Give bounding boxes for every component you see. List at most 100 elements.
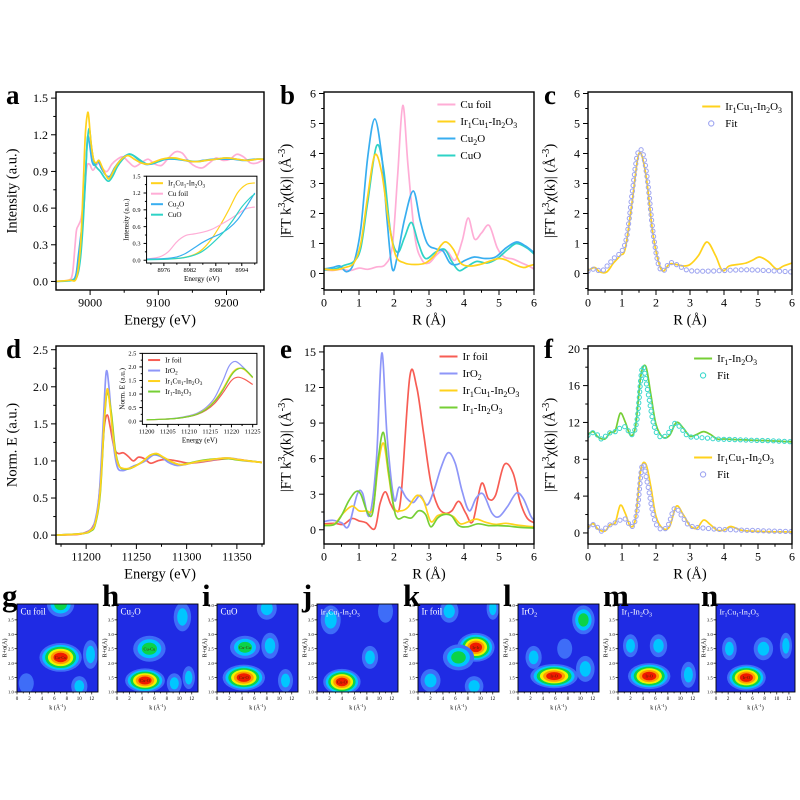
wavelet-blobs [525, 605, 595, 689]
y-tick-label: 1.5 [208, 675, 214, 680]
y-tick-label: 1.5 [108, 675, 114, 680]
x-tick-label: 2 [653, 295, 659, 309]
fit-marker [699, 435, 705, 441]
fit-marker [648, 408, 654, 414]
y-tick-label: 4.0 [707, 603, 713, 608]
series-line [324, 431, 534, 529]
x-tick-label: 12 [389, 697, 395, 702]
x-tick-label: 4 [721, 295, 727, 309]
wavelet-blob [528, 650, 539, 665]
series-group [56, 369, 263, 536]
y-tick-label: 0 [574, 526, 580, 540]
fit-marker [782, 528, 789, 534]
x-tick-label: 6 [554, 697, 557, 702]
fit-marker [637, 389, 643, 395]
series-line [324, 118, 534, 273]
fit-marker [634, 416, 640, 422]
y-tick-label: 9 [310, 416, 316, 430]
y-axis-label: |FT k3χ(k)| (Å-3) [542, 144, 558, 239]
fit-marker [635, 150, 641, 156]
fit-marker [705, 525, 712, 532]
fit-marker [733, 527, 739, 533]
fit-marker [590, 266, 596, 272]
y-tick-label: 2.0 [8, 661, 14, 666]
y-tick-label: 0.0 [133, 257, 141, 264]
panel-k-letter: k [403, 578, 421, 613]
x-tick-label: 4 [141, 697, 144, 702]
panel-k-chart: 0 2 4 6 8 10 12 1.0 1.5 2.0 2.5 3.0 3.5 4.0 k (Å-1) R+α… [403, 603, 500, 712]
fit-marker [648, 501, 654, 507]
legend-label: CuO [168, 211, 182, 219]
x-axis-label: k (Å-1) [550, 703, 566, 711]
y-tick-label: 2.0 [707, 661, 713, 666]
fit-marker [632, 166, 638, 172]
fit-marker [727, 267, 733, 273]
wavelet-blobs [125, 604, 195, 692]
fit-marker [594, 432, 601, 438]
y-tick-label: 0.9 [33, 165, 48, 179]
legend-label: Cu foil [460, 99, 491, 111]
x-tick-label: 2 [653, 549, 659, 563]
fit-marker [760, 528, 767, 534]
fit-marker [748, 437, 754, 443]
fit-marker [678, 264, 684, 270]
x-tick-label: 0 [316, 697, 319, 702]
x-tick-label: 6 [353, 697, 356, 702]
fit-marker [598, 436, 604, 442]
y-tick-label: 1.0 [509, 690, 515, 695]
fit-marker [700, 268, 706, 274]
legend-label: Ir1Cu1-In2O3 [725, 101, 782, 115]
x-tick-label: 12 [89, 697, 95, 702]
x-axis-label: R (Å) [412, 313, 446, 329]
bond-label: Ir-O [645, 674, 652, 679]
fit-marker [664, 263, 670, 269]
wavelet-blob [185, 670, 193, 685]
wavelet-i: 0 2 4 6 8 10 12 1.0 1.5 2.0 2.5 3.0 3.5 4.0 k (Å-1) R+α… [202, 603, 299, 712]
series-group [324, 104, 534, 273]
fit-marker [749, 527, 756, 533]
sample-title: Ir1Cu1-In2O3 [321, 608, 360, 619]
y-tick-label: 2.5 [707, 646, 713, 651]
wavelet-blob [335, 677, 349, 687]
y-tick-label: 1.0 [108, 690, 114, 695]
legend-marker-circle [699, 372, 707, 379]
x-tick-label: 8 [266, 697, 269, 702]
fit-marker [771, 268, 777, 274]
sample-title: Ir1Cu1-In2O3 [720, 608, 759, 619]
x-tick-label: 2 [328, 697, 331, 702]
y-tick-label: 1.5 [33, 417, 48, 431]
series-line [324, 104, 534, 272]
fit-marker [616, 251, 622, 258]
legend-label: Cu2O [460, 133, 485, 147]
legend-marker-circle [699, 471, 707, 478]
fit-marker [705, 268, 711, 274]
fit-marker [657, 434, 663, 440]
fit-marker [602, 433, 609, 439]
fit-marker [598, 528, 605, 534]
x-tick-label: 9000 [78, 295, 102, 309]
legend-marker-circle [708, 120, 715, 127]
fit-marker [625, 520, 632, 526]
legend-label: Ir1-In2O3 [717, 353, 757, 367]
y-tick-label: 2.0 [308, 661, 314, 666]
y-tick-label: 16 [568, 379, 580, 393]
bond-label: Cu-Cu [144, 646, 157, 651]
x-axis-label: Energy (eV) [184, 275, 220, 283]
x-tick-label: 8 [66, 697, 69, 702]
y-tick-label: 2.5 [108, 646, 114, 651]
axes-frame [16, 603, 99, 693]
panel-d: d 11200 11250 11300 11350 0.0 0.5 1.0 1.5 2.0 2.5… [4, 336, 272, 588]
fit-marker [653, 250, 659, 256]
panel-j-chart: 0 2 4 6 8 10 12 1.0 1.5 2.0 2.5 3.0 3.5 4.0 k (Å-1) R+α… [302, 603, 399, 712]
fit-marker [640, 152, 646, 158]
x-tick-label: 11350 [222, 549, 252, 563]
x-tick-label: 0 [16, 697, 19, 702]
series-group [56, 111, 264, 283]
y-tick-label: 3.0 [208, 632, 214, 637]
x-tick-label: 12 [490, 697, 496, 702]
fit-marker [645, 179, 651, 185]
fit-marker [689, 523, 695, 530]
fit-marker [612, 520, 618, 526]
x-tick-label: 10 [678, 697, 684, 702]
y-tick-label: 2.5 [509, 646, 515, 651]
